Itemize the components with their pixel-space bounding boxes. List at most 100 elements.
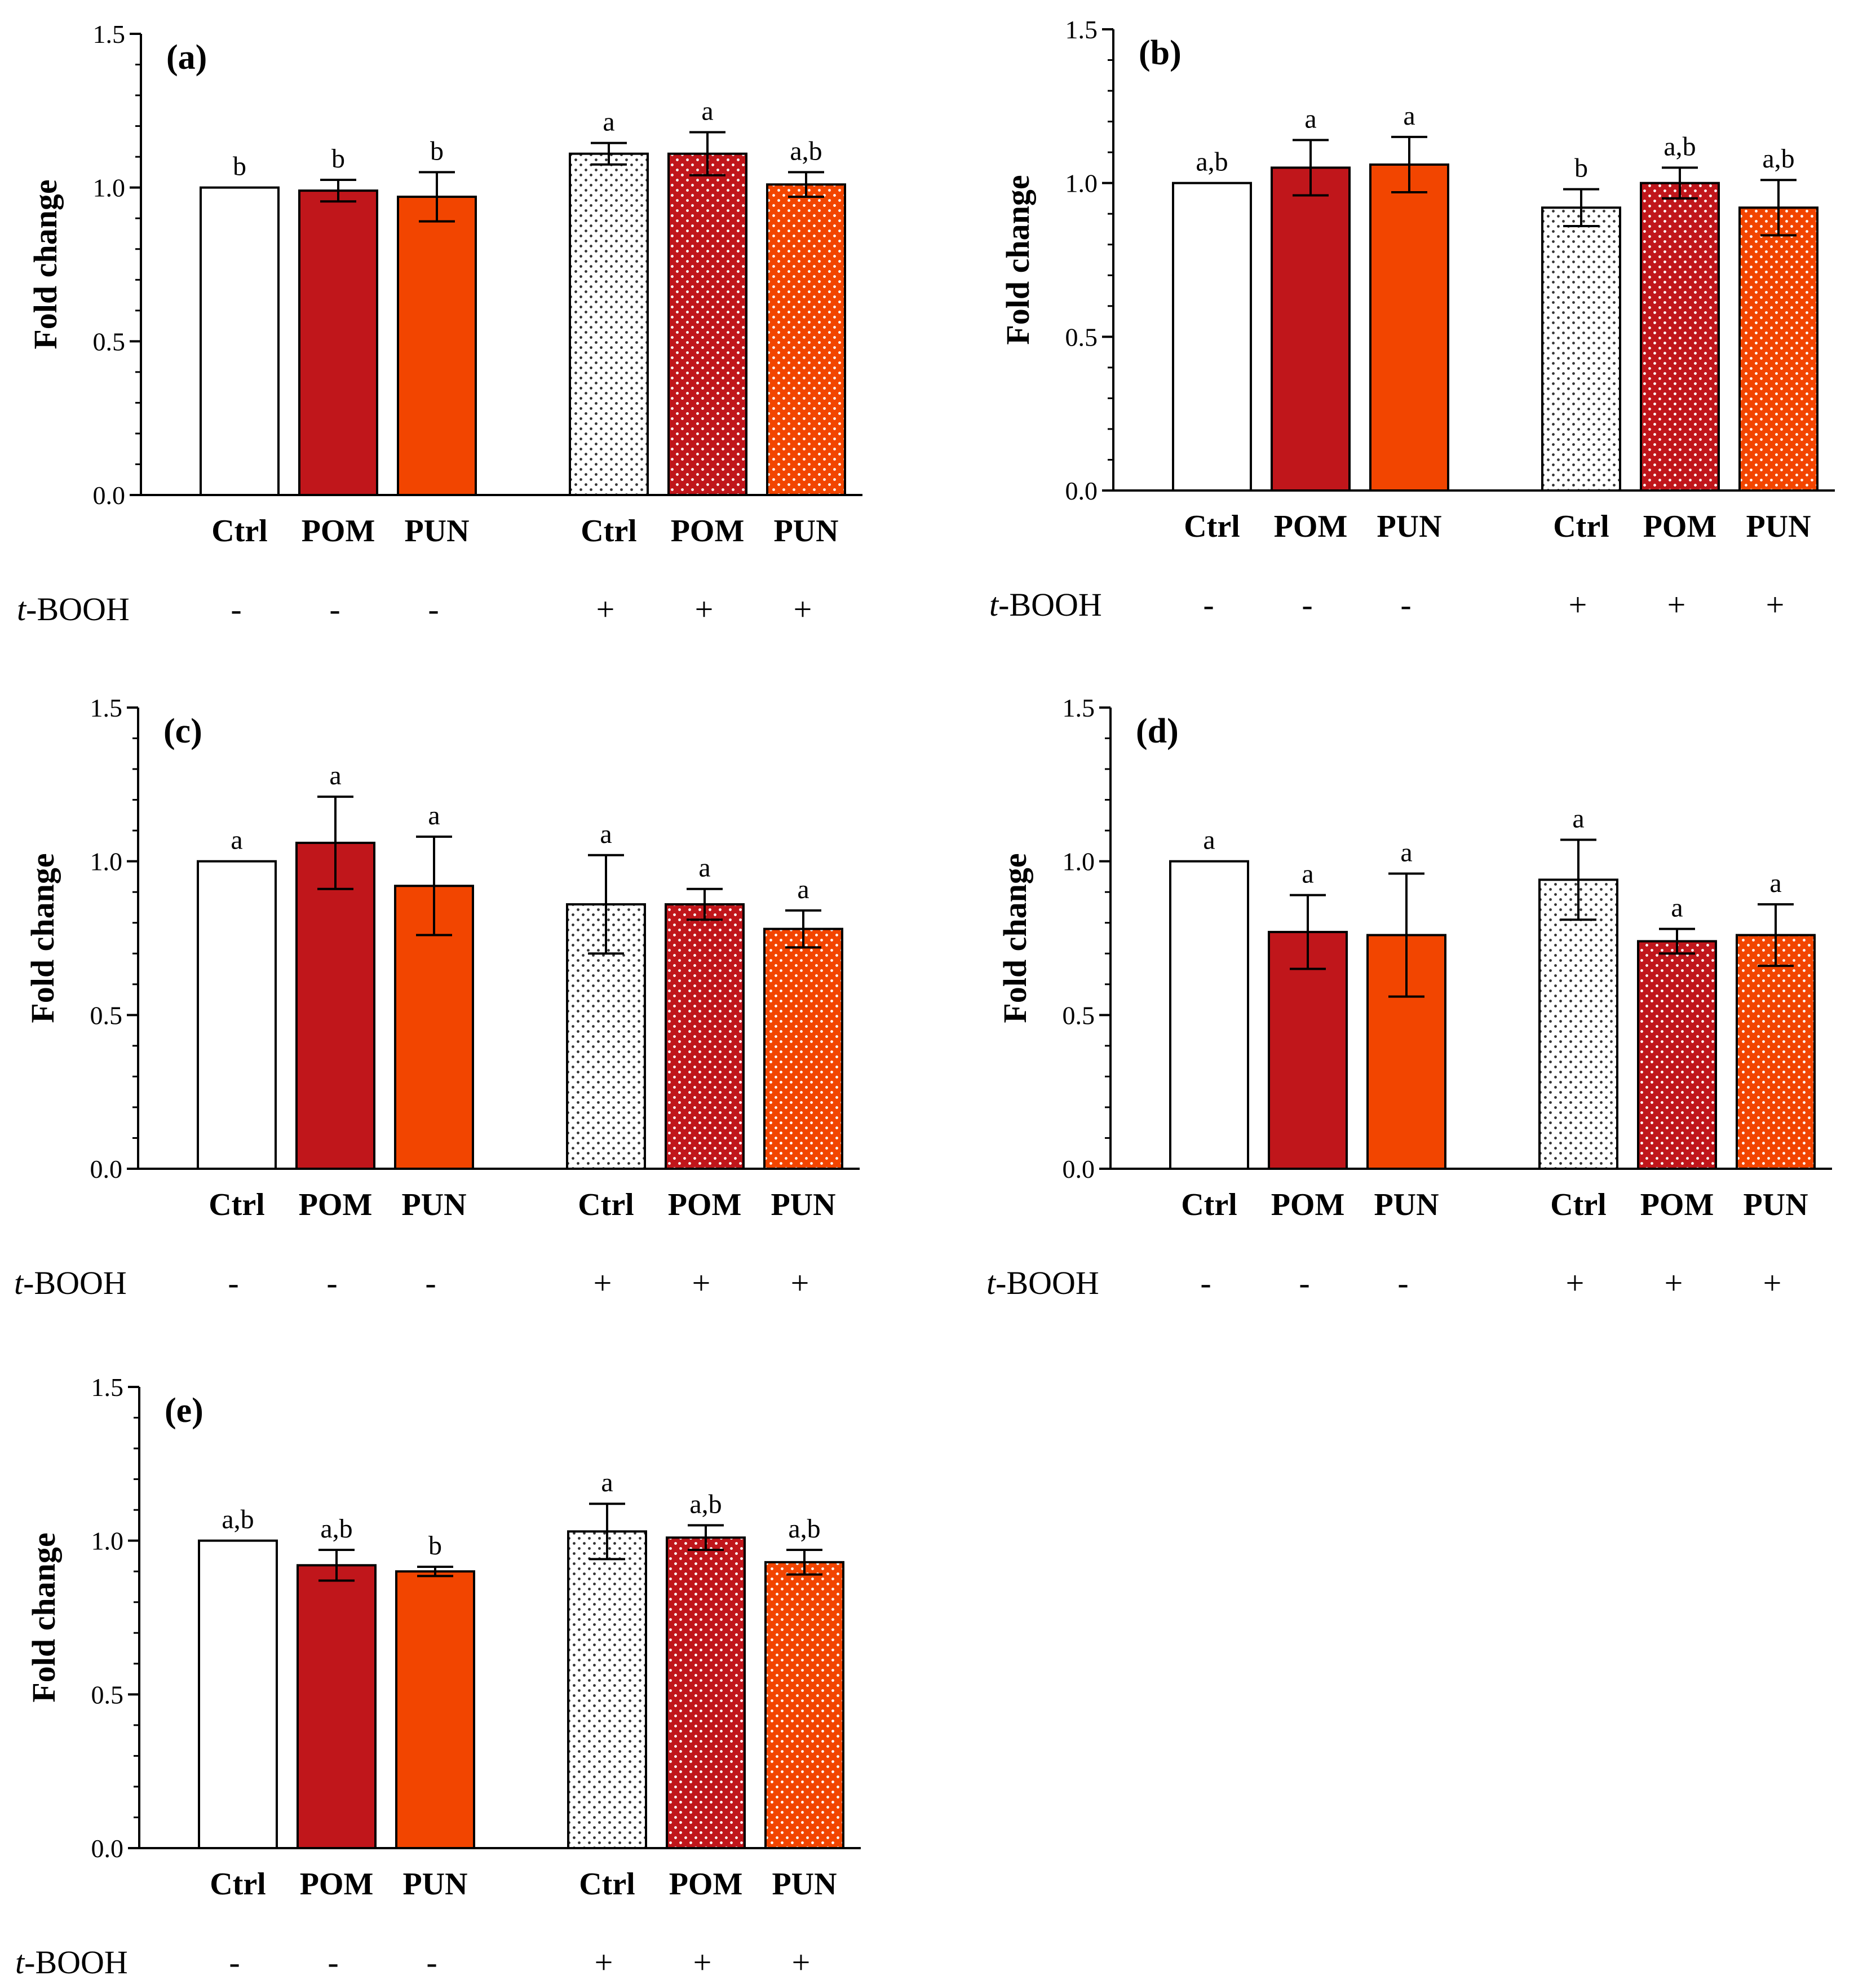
category-label: PUN: [771, 1187, 835, 1222]
treatment-sign: -: [1400, 586, 1411, 623]
category-label: PUN: [1374, 1187, 1439, 1222]
y-axis-label: Fold change: [27, 179, 64, 349]
significance-label: a: [1572, 803, 1584, 833]
treatment-sign: +: [1766, 586, 1785, 623]
significance-label: b: [428, 1531, 442, 1561]
bar-ctrl-tbooh: [567, 1530, 647, 1850]
category-label: Ctrl: [1550, 1187, 1607, 1222]
treatment-sign: -: [228, 1265, 238, 1301]
y-tick-label: 1.5: [90, 693, 123, 722]
significance-label: a: [1304, 104, 1316, 134]
category-label: Ctrl: [581, 514, 637, 549]
significance-label: a: [1769, 868, 1781, 898]
category-label: PUN: [1746, 509, 1811, 544]
category-label: PUN: [772, 1867, 837, 1902]
y-tick-label: 0.5: [91, 1680, 124, 1709]
bar-pom: [295, 841, 375, 1170]
treatment-sign: +: [1667, 586, 1686, 623]
significance-label: a: [600, 819, 612, 849]
y-axis-label: Fold change: [25, 1532, 62, 1702]
y-tick-label: 0.5: [1063, 1001, 1095, 1029]
y-tick-label: 1.0: [1063, 847, 1095, 876]
treatment-sign: +: [1566, 1265, 1585, 1301]
category-label: PUN: [1743, 1187, 1808, 1222]
bar-pun-tbooh: [1738, 206, 1819, 492]
chart-panel-a: 0.0 0.5 1.0 1.5 Fold change (a) b Ctrl - b POM - b PU…: [17, 20, 862, 628]
category-label: PUN: [401, 1187, 466, 1222]
treatment-sign: -: [1200, 1265, 1211, 1301]
significance-label: a,b: [790, 136, 822, 166]
significance-label: b: [331, 144, 345, 174]
bar-ctrl: [197, 860, 277, 1170]
bar-ctrl-tbooh: [569, 152, 649, 496]
significance-label: a: [1403, 101, 1415, 131]
significance-label: a,b: [320, 1514, 352, 1544]
significance-label: b: [1574, 153, 1588, 183]
y-tick-label: 0.0: [91, 1834, 124, 1863]
y-tick-label: 0.5: [1065, 322, 1098, 351]
treatment-sign: +: [1665, 1265, 1683, 1301]
treatment-sign: +: [695, 591, 714, 628]
treatment-label: t-BOOH: [989, 586, 1102, 623]
panel-label: (a): [166, 38, 207, 77]
treatment-label: t-BOOH: [15, 1944, 128, 1981]
treatment-sign: +: [792, 1944, 811, 1981]
bar-pun-tbooh: [766, 183, 846, 497]
treatment-sign: -: [1302, 586, 1312, 623]
significance-label: a: [701, 96, 713, 126]
significance-label: a,b: [788, 1514, 820, 1544]
category-label: Ctrl: [1184, 509, 1240, 544]
panel-label: (e): [165, 1391, 203, 1430]
treatment-sign: -: [1397, 1265, 1408, 1301]
treatment-sign: -: [329, 591, 340, 628]
bar-ctrl-tbooh: [1538, 878, 1618, 1170]
y-tick-label: 0.0: [90, 1155, 123, 1183]
bar-pun-tbooh: [764, 1561, 844, 1849]
bar-pom: [298, 189, 378, 496]
treatment-sign: -: [426, 1944, 437, 1981]
significance-label: a: [797, 874, 809, 904]
y-tick-label: 1.5: [1063, 693, 1095, 722]
y-tick-label: 1.5: [93, 20, 126, 48]
panel-label: (d): [1136, 712, 1179, 750]
y-tick-label: 0.5: [90, 1001, 123, 1029]
y-axis-label: Fold change: [24, 853, 61, 1023]
chart-panel-c: 0.0 0.5 1.0 1.5 Fold change (c) a Ctrl - a POM - a PU…: [14, 693, 860, 1301]
category-label: POM: [299, 1187, 373, 1222]
treatment-sign: -: [326, 1265, 337, 1301]
bar-pom-tbooh: [667, 152, 747, 496]
significance-label: a: [601, 1468, 613, 1497]
category-label: PUN: [773, 514, 838, 549]
significance-label: a: [1671, 893, 1683, 923]
y-tick-label: 1.5: [1065, 15, 1098, 44]
significance-label: a,b: [222, 1505, 254, 1535]
treatment-label: t-BOOH: [986, 1265, 1099, 1301]
significance-label: a: [1302, 859, 1313, 889]
bar-pom: [1271, 166, 1351, 492]
bar-pun-tbooh: [763, 927, 843, 1170]
significance-label: a,b: [1762, 144, 1794, 174]
significance-label: a: [231, 825, 242, 855]
bar-pom-tbooh: [1637, 940, 1717, 1170]
treatment-sign: +: [791, 1265, 809, 1301]
bar-pom-tbooh: [665, 903, 745, 1170]
bar-pun-tbooh: [1736, 934, 1816, 1170]
category-label: POM: [1643, 509, 1717, 544]
significance-label: a,b: [1196, 147, 1228, 177]
category-label: PUN: [1377, 509, 1441, 544]
significance-label: b: [430, 136, 444, 166]
treatment-sign: -: [1299, 1265, 1309, 1301]
significance-label: a: [603, 107, 614, 137]
bar-ctrl: [1169, 860, 1249, 1170]
significance-label: a: [698, 853, 710, 883]
chart-panel-e: 0.0 0.5 1.0 1.5 Fold change (e) a,b Ctrl - a,b POM…: [15, 1373, 861, 1981]
category-label: Ctrl: [578, 1187, 634, 1222]
y-tick-label: 1.0: [91, 1527, 124, 1556]
y-axis-label: Fold change: [999, 175, 1036, 344]
bar-ctrl-tbooh: [1541, 206, 1621, 492]
category-label: PUN: [404, 514, 469, 549]
category-label: Ctrl: [211, 514, 268, 549]
category-label: POM: [300, 1867, 374, 1902]
category-label: POM: [302, 514, 375, 549]
